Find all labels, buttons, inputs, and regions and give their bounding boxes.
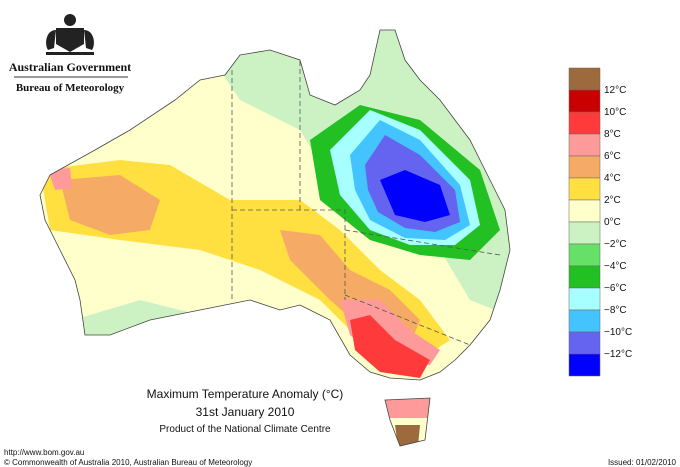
legend-swatch <box>568 177 601 201</box>
bureau: Bureau of Meteorology <box>16 82 125 94</box>
legend-swatch <box>568 287 601 311</box>
legend-swatch <box>568 111 601 135</box>
legend-swatch <box>568 353 601 377</box>
legend-swatch <box>568 155 601 179</box>
legend-label: 12°C <box>604 85 626 96</box>
legend-swatch <box>568 265 601 289</box>
legend-label: −2°C <box>604 239 627 250</box>
legend-label: 6°C <box>604 151 621 162</box>
legend-label: 8°C <box>604 129 621 140</box>
legend-swatch <box>568 309 601 333</box>
legend-label: 4°C <box>604 173 621 184</box>
legend-swatch <box>568 199 601 223</box>
government: Australian Government <box>9 60 131 74</box>
legend-label: 10°C <box>604 107 626 118</box>
coat-of-arms <box>46 14 94 55</box>
legend-swatch <box>568 89 601 113</box>
legend: 12°C 10°C 8°C 6°C 4°C 2°C 0°C −2°C −4°C −6°C −8°C −… <box>568 67 632 377</box>
legend-label: −8°C <box>604 305 627 316</box>
legend-label: 2°C <box>604 195 621 206</box>
map-title: Maximum Temperature Anomaly (°C) <box>147 387 344 401</box>
legend-swatch <box>568 331 601 355</box>
legend-swatch <box>568 221 601 245</box>
map-producer: Product of the National Climate Centre <box>159 424 331 435</box>
coastline <box>39 29 511 447</box>
legend-label: 0°C <box>604 217 621 228</box>
legend-label: −4°C <box>604 261 627 272</box>
legend-label: −12°C <box>604 349 632 360</box>
state-borders <box>231 60 501 346</box>
copyright: © Commonwealth of Australia 2010, Austra… <box>4 458 252 467</box>
legend-swatch <box>568 67 601 91</box>
url: http://www.bom.gov.au <box>4 448 84 457</box>
issued: Issued: 01/02/2010 <box>608 458 677 467</box>
legend-swatch <box>568 243 601 267</box>
legend-label: −6°C <box>604 283 627 294</box>
legend-label: −10°C <box>604 327 632 338</box>
map-date: 31st January 2010 <box>196 405 295 419</box>
logo: Australian Government Bureau of Meteorol… <box>2 2 134 100</box>
legend-swatch <box>568 133 601 157</box>
